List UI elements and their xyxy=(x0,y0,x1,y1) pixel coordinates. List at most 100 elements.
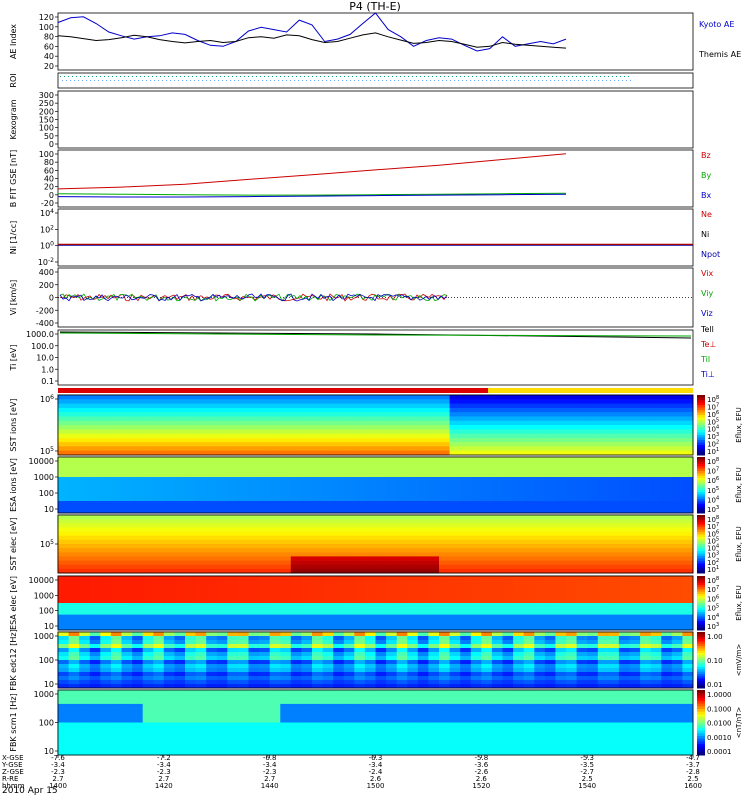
spectrogram-cell xyxy=(418,395,429,400)
spectrogram-cell xyxy=(428,652,439,656)
spectrogram-cell xyxy=(280,599,291,603)
y-axis-label: ROI xyxy=(9,73,18,87)
spectrogram-cell xyxy=(428,648,439,652)
spectrogram-cell xyxy=(312,611,323,615)
spectrogram-cell xyxy=(672,636,683,640)
spectrogram-cell xyxy=(640,607,651,611)
spectrogram-cell xyxy=(471,565,482,570)
spectrogram-cell xyxy=(100,434,111,439)
spectrogram-cell xyxy=(58,746,69,751)
spectrogram-cell xyxy=(153,501,164,505)
spectrogram-cell xyxy=(206,544,217,549)
spectrogram-cell xyxy=(270,446,281,451)
spectrogram-cell xyxy=(503,536,514,541)
spectrogram-cell xyxy=(577,676,588,680)
spectrogram-cell xyxy=(450,523,461,528)
spectrogram-cell xyxy=(397,416,408,421)
spectrogram-cell xyxy=(481,540,492,545)
spectrogram-cell xyxy=(545,515,556,520)
spectrogram-cell xyxy=(217,615,228,619)
spectrogram-cell xyxy=(270,473,281,477)
spectrogram-cell xyxy=(450,425,461,430)
roi-dot xyxy=(88,76,89,77)
spectrogram-cell xyxy=(428,632,439,636)
spectrogram-cell xyxy=(661,477,672,481)
spectrogram-cell xyxy=(492,636,503,640)
spectrogram-cell xyxy=(132,591,143,595)
spectrogram-cell xyxy=(428,399,439,404)
roi-dot xyxy=(404,76,405,77)
spectrogram-cell xyxy=(407,618,418,622)
colorbar-tick-label: 0.01 xyxy=(707,681,723,689)
spectrogram-cell xyxy=(365,523,376,528)
spectrogram-cell xyxy=(555,603,566,607)
spectrogram-cell xyxy=(132,399,143,404)
spectrogram-cell xyxy=(291,515,302,520)
spectrogram-cell xyxy=(227,465,238,469)
spectrogram-cell xyxy=(132,676,143,680)
spectrogram-cell xyxy=(630,668,641,672)
roi-dot xyxy=(290,80,291,81)
spectrogram-cell xyxy=(143,412,154,417)
spectrogram-cell xyxy=(376,425,387,430)
spectrogram-cell xyxy=(100,622,111,626)
spectrogram-cell xyxy=(164,690,175,695)
spectrogram-cell xyxy=(132,648,143,652)
spectrogram-cell xyxy=(185,416,196,421)
spectrogram-cell xyxy=(143,690,154,695)
spectrogram-cell xyxy=(555,469,566,473)
spectrogram-cell xyxy=(555,519,566,524)
roi-dot xyxy=(194,80,195,81)
spectrogram-cell xyxy=(545,552,556,557)
spectrogram-cell xyxy=(460,672,471,676)
spectrogram-cell xyxy=(439,618,450,622)
spectrogram-cell xyxy=(439,615,450,619)
spectrogram-cell xyxy=(460,556,471,561)
spectrogram-cell xyxy=(608,632,619,636)
spectrogram-cell xyxy=(280,461,291,465)
spectrogram-cell xyxy=(111,618,122,622)
spectrogram-cell xyxy=(280,434,291,439)
spectrogram-cell xyxy=(534,485,545,489)
spectrogram-cell xyxy=(291,552,302,557)
spectrogram-cell xyxy=(196,595,207,599)
spectrogram-cell xyxy=(227,544,238,549)
spectrogram-cell xyxy=(354,404,365,409)
spectrogram-cell xyxy=(58,636,69,640)
spectrogram-cell xyxy=(672,477,683,481)
spectrogram-cell xyxy=(503,442,514,447)
spectrogram-cell xyxy=(122,548,133,553)
spectrogram-cell xyxy=(397,532,408,537)
spectrogram-cell xyxy=(555,481,566,485)
spectrogram-cell xyxy=(534,408,545,413)
spectrogram-cell xyxy=(69,690,80,695)
spectrogram-cell xyxy=(122,469,133,473)
spectrogram-cell xyxy=(185,540,196,545)
spectrogram-cell xyxy=(365,425,376,430)
spectrogram-cell xyxy=(196,591,207,595)
spectrogram-cell xyxy=(301,429,312,434)
spectrogram-cell xyxy=(460,544,471,549)
spectrogram-cell xyxy=(90,603,101,607)
spectrogram-cell xyxy=(323,497,334,501)
spectrogram-cell xyxy=(397,591,408,595)
spectrogram-cell xyxy=(661,556,672,561)
spectrogram-cell xyxy=(608,644,619,648)
spectrogram-cell xyxy=(280,519,291,524)
spectrogram-cell xyxy=(333,523,344,528)
spectrogram-cell xyxy=(312,615,323,619)
roi-dot xyxy=(262,80,263,81)
spectrogram-cell xyxy=(513,644,524,648)
spectrogram-cell xyxy=(259,544,270,549)
spectrogram-cell xyxy=(333,473,344,477)
roi-dot xyxy=(98,80,99,81)
spectrogram-cell xyxy=(661,416,672,421)
spectrogram-cell xyxy=(333,442,344,447)
spectrogram-cell xyxy=(196,493,207,497)
roi-dot xyxy=(206,80,207,81)
spectrogram-cell xyxy=(619,640,630,644)
spectrogram-cell xyxy=(386,434,397,439)
spectrogram-cell xyxy=(312,477,323,481)
spectrogram-cell xyxy=(143,505,154,509)
spectrogram-cell xyxy=(587,461,598,465)
